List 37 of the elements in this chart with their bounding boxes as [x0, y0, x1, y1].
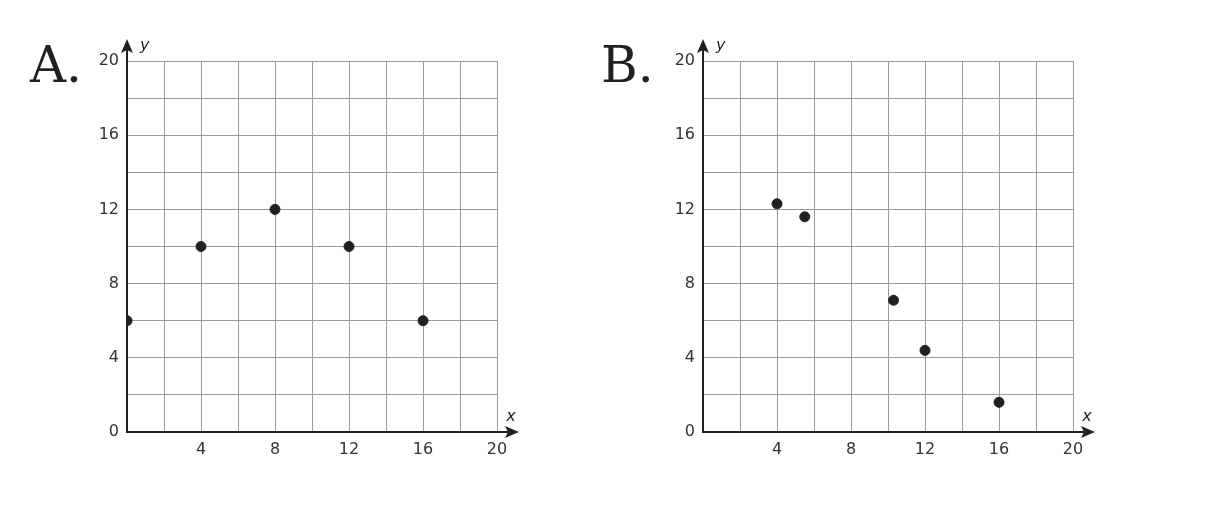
y-tick-label: 0 [684, 421, 695, 441]
x-tick-label: 8 [269, 438, 281, 458]
x-tick-label: 16 [988, 438, 1010, 458]
y-tick-label: 4 [108, 346, 119, 366]
point [993, 396, 1005, 408]
y-tick-label: 8 [108, 272, 119, 292]
point [417, 315, 429, 327]
x-tick-label: 20 [1062, 438, 1084, 458]
x-axis-title: x [1081, 406, 1093, 425]
y-tick-label: 16 [674, 124, 695, 144]
y-tick-label: 12 [674, 198, 695, 218]
point [919, 344, 931, 356]
x-tick-label: 20 [486, 438, 508, 458]
x-tick-label: 4 [771, 438, 783, 458]
y-axis-title: y [139, 35, 150, 54]
x-tick-label: 4 [195, 438, 207, 458]
y-tick-label: 8 [684, 272, 695, 292]
y-tick-label: 12 [98, 198, 119, 218]
chart-title: A. [29, 36, 83, 94]
y-tick-label: 16 [98, 124, 119, 144]
point [771, 198, 783, 210]
point [799, 211, 811, 223]
y-tick-label: 20 [674, 50, 695, 70]
y-tick-label: 20 [98, 50, 119, 70]
x-tick-label: 8 [845, 438, 857, 458]
point [888, 294, 900, 306]
x-axis-title: x [505, 406, 517, 425]
x-tick-label: 16 [412, 438, 434, 458]
point [343, 241, 355, 252]
x-tick-label: 12 [914, 438, 936, 458]
x-tick-label: 12 [338, 438, 360, 458]
y-tick-label: 0 [108, 421, 119, 441]
y-tick-label: 4 [684, 346, 695, 366]
point [269, 203, 281, 215]
chart-title: B. [601, 36, 654, 94]
point [195, 241, 207, 252]
y-axis-title: y [715, 35, 726, 54]
